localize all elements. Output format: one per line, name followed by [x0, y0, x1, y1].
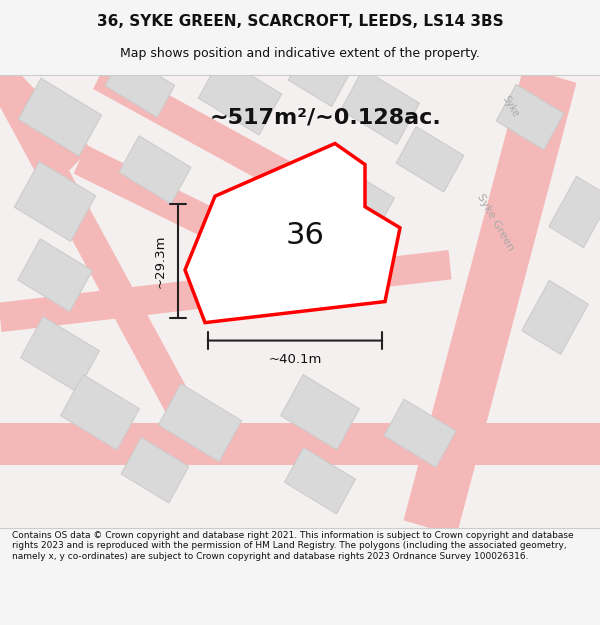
- Text: Syke: Syke: [500, 94, 520, 119]
- Polygon shape: [289, 44, 352, 106]
- Polygon shape: [549, 176, 600, 248]
- Polygon shape: [158, 384, 242, 462]
- Polygon shape: [185, 144, 400, 322]
- Polygon shape: [20, 317, 100, 392]
- Text: ~40.1m: ~40.1m: [268, 353, 322, 366]
- Text: ~29.3m: ~29.3m: [154, 234, 167, 288]
- Polygon shape: [18, 239, 92, 311]
- Polygon shape: [341, 69, 419, 144]
- Polygon shape: [284, 448, 355, 514]
- Polygon shape: [496, 84, 564, 150]
- Polygon shape: [384, 399, 456, 468]
- Text: Syke Green: Syke Green: [475, 192, 515, 253]
- Text: Map shows position and indicative extent of the property.: Map shows position and indicative extent…: [120, 48, 480, 61]
- Polygon shape: [119, 136, 191, 204]
- Polygon shape: [0, 64, 91, 171]
- Polygon shape: [121, 438, 189, 503]
- Polygon shape: [19, 78, 101, 156]
- Polygon shape: [522, 281, 588, 354]
- Polygon shape: [316, 164, 394, 239]
- Text: Contains OS data © Crown copyright and database right 2021. This information is : Contains OS data © Crown copyright and d…: [12, 531, 574, 561]
- Text: ~517m²/~0.128ac.: ~517m²/~0.128ac.: [210, 107, 442, 127]
- Text: 36: 36: [286, 221, 325, 249]
- Polygon shape: [105, 54, 175, 118]
- Polygon shape: [74, 145, 236, 248]
- Polygon shape: [0, 67, 213, 452]
- Polygon shape: [93, 61, 357, 226]
- Polygon shape: [0, 422, 600, 465]
- Polygon shape: [396, 126, 464, 192]
- Polygon shape: [61, 374, 139, 450]
- Text: 36, SYKE GREEN, SCARCROFT, LEEDS, LS14 3BS: 36, SYKE GREEN, SCARCROFT, LEEDS, LS14 3…: [97, 14, 503, 29]
- Polygon shape: [281, 374, 359, 450]
- Polygon shape: [199, 57, 281, 135]
- Polygon shape: [0, 250, 452, 332]
- Polygon shape: [404, 68, 577, 536]
- Polygon shape: [14, 161, 95, 241]
